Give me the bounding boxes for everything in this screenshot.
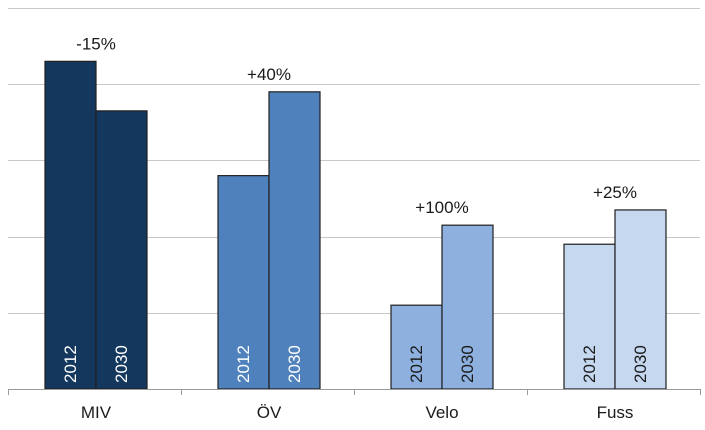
year-label: 2012 (407, 345, 426, 383)
category-label: MIV (81, 403, 112, 422)
year-label: 2030 (458, 345, 477, 383)
bar-velo-2030 (441, 224, 494, 390)
year-label: 2030 (285, 345, 304, 383)
bar-miv-2030 (95, 110, 148, 390)
bar-fuss-2012 (563, 243, 616, 390)
category-label: ÖV (257, 403, 282, 422)
change-label: +25% (593, 183, 637, 202)
bar-öv-2030 (268, 91, 321, 390)
bar-velo-2012 (390, 304, 443, 390)
bar-fuss-2030 (614, 209, 667, 390)
change-label: -15% (76, 34, 116, 53)
bars (44, 60, 667, 390)
x-axis (8, 389, 701, 395)
year-label: 2030 (631, 345, 650, 383)
year-label: 2012 (61, 345, 80, 383)
year-label: 2030 (112, 345, 131, 383)
category-label: Fuss (597, 403, 634, 422)
labels: 2012 2030 -15% MIV 2012 2030 +40% ÖV 2012 2030 +10… (61, 34, 650, 422)
change-label: +40% (247, 65, 291, 84)
change-label: +100% (415, 198, 468, 217)
year-label: 2012 (234, 345, 253, 383)
bar-miv-2012 (44, 60, 97, 390)
year-label: 2012 (580, 345, 599, 383)
category-label: Velo (425, 403, 458, 422)
